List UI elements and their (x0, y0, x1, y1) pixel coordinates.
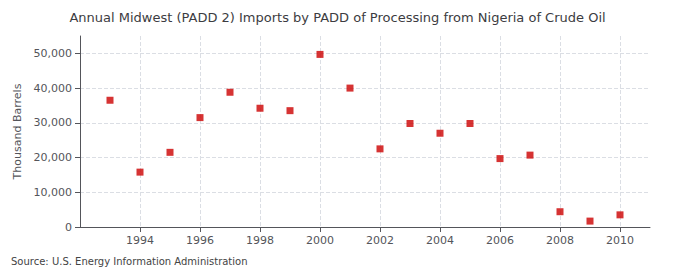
svg-text:2002: 2002 (366, 234, 394, 247)
svg-text:2008: 2008 (546, 234, 574, 247)
svg-text:Thousand Barrels: Thousand Barrels (11, 83, 24, 180)
svg-text:30,000: 30,000 (34, 116, 73, 129)
svg-text:2000: 2000 (306, 234, 334, 247)
svg-text:10,000: 10,000 (34, 186, 73, 199)
svg-text:2006: 2006 (486, 234, 514, 247)
svg-text:20,000: 20,000 (34, 151, 73, 164)
svg-text:2010: 2010 (606, 234, 634, 247)
svg-text:1994: 1994 (126, 234, 154, 247)
svg-text:1996: 1996 (186, 234, 214, 247)
svg-text:Annual Midwest (PADD 2) Import: Annual Midwest (PADD 2) Imports by PADD … (69, 10, 605, 25)
svg-text:1998: 1998 (246, 234, 274, 247)
svg-text:2004: 2004 (426, 234, 454, 247)
svg-text:0: 0 (65, 221, 72, 234)
svg-text:50,000: 50,000 (34, 47, 73, 60)
svg-text:40,000: 40,000 (34, 82, 73, 95)
svg-text:Source: U.S. Energy Informatio: Source: U.S. Energy Information Administ… (11, 256, 248, 267)
